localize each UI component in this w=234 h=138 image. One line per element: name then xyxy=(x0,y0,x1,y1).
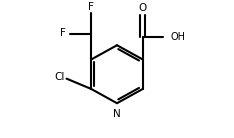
Text: F: F xyxy=(60,28,66,38)
Text: F: F xyxy=(88,2,94,12)
Text: Cl: Cl xyxy=(55,72,65,82)
Text: N: N xyxy=(113,109,121,119)
Text: O: O xyxy=(139,3,147,13)
Text: OH: OH xyxy=(171,32,186,42)
